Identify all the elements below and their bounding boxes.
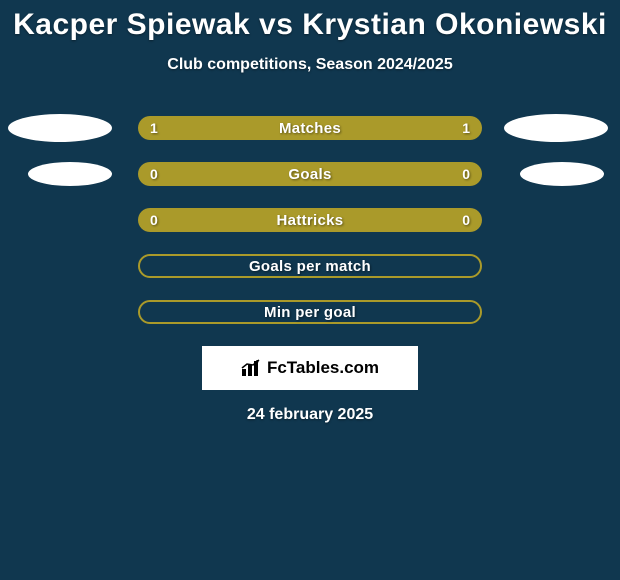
player-right-marker xyxy=(504,114,608,142)
stat-value-right: 1 xyxy=(462,116,470,140)
stat-label: Goals xyxy=(288,166,331,183)
stat-row: 1 Matches 1 xyxy=(0,116,620,140)
stat-value-left: 0 xyxy=(150,162,158,186)
stat-bar: 0 Hattricks 0 xyxy=(138,208,482,232)
date-label: 24 february 2025 xyxy=(0,406,620,424)
player-left-marker xyxy=(28,162,112,186)
stat-value-left: 1 xyxy=(150,116,158,140)
stat-label: Min per goal xyxy=(264,304,356,321)
stat-value-right: 0 xyxy=(462,208,470,232)
stat-label: Matches xyxy=(279,120,341,137)
player-right-marker xyxy=(520,162,604,186)
player-left-marker xyxy=(8,114,112,142)
bar-chart-icon xyxy=(241,359,263,377)
stat-row: Min per goal xyxy=(0,300,620,324)
stat-rows: 1 Matches 1 0 Goals 0 0 Hattricks 0 Goals per mat… xyxy=(0,116,620,324)
logo-text: FcTables.com xyxy=(267,358,379,378)
stat-row: Goals per match xyxy=(0,254,620,278)
stat-label: Goals per match xyxy=(249,258,371,275)
stat-bar: Goals per match xyxy=(138,254,482,278)
comparison-card: Kacper Spiewak vs Krystian Okoniewski Cl… xyxy=(0,0,620,580)
stat-label: Hattricks xyxy=(277,212,344,229)
stat-value-left: 0 xyxy=(150,208,158,232)
stat-bar: 0 Goals 0 xyxy=(138,162,482,186)
stat-bar: 1 Matches 1 xyxy=(138,116,482,140)
stat-bar: Min per goal xyxy=(138,300,482,324)
stat-value-right: 0 xyxy=(462,162,470,186)
logo-box: FcTables.com xyxy=(202,346,418,390)
subtitle: Club competitions, Season 2024/2025 xyxy=(0,56,620,74)
page-title: Kacper Spiewak vs Krystian Okoniewski xyxy=(0,0,620,42)
stat-row: 0 Hattricks 0 xyxy=(0,208,620,232)
stat-row: 0 Goals 0 xyxy=(0,162,620,186)
